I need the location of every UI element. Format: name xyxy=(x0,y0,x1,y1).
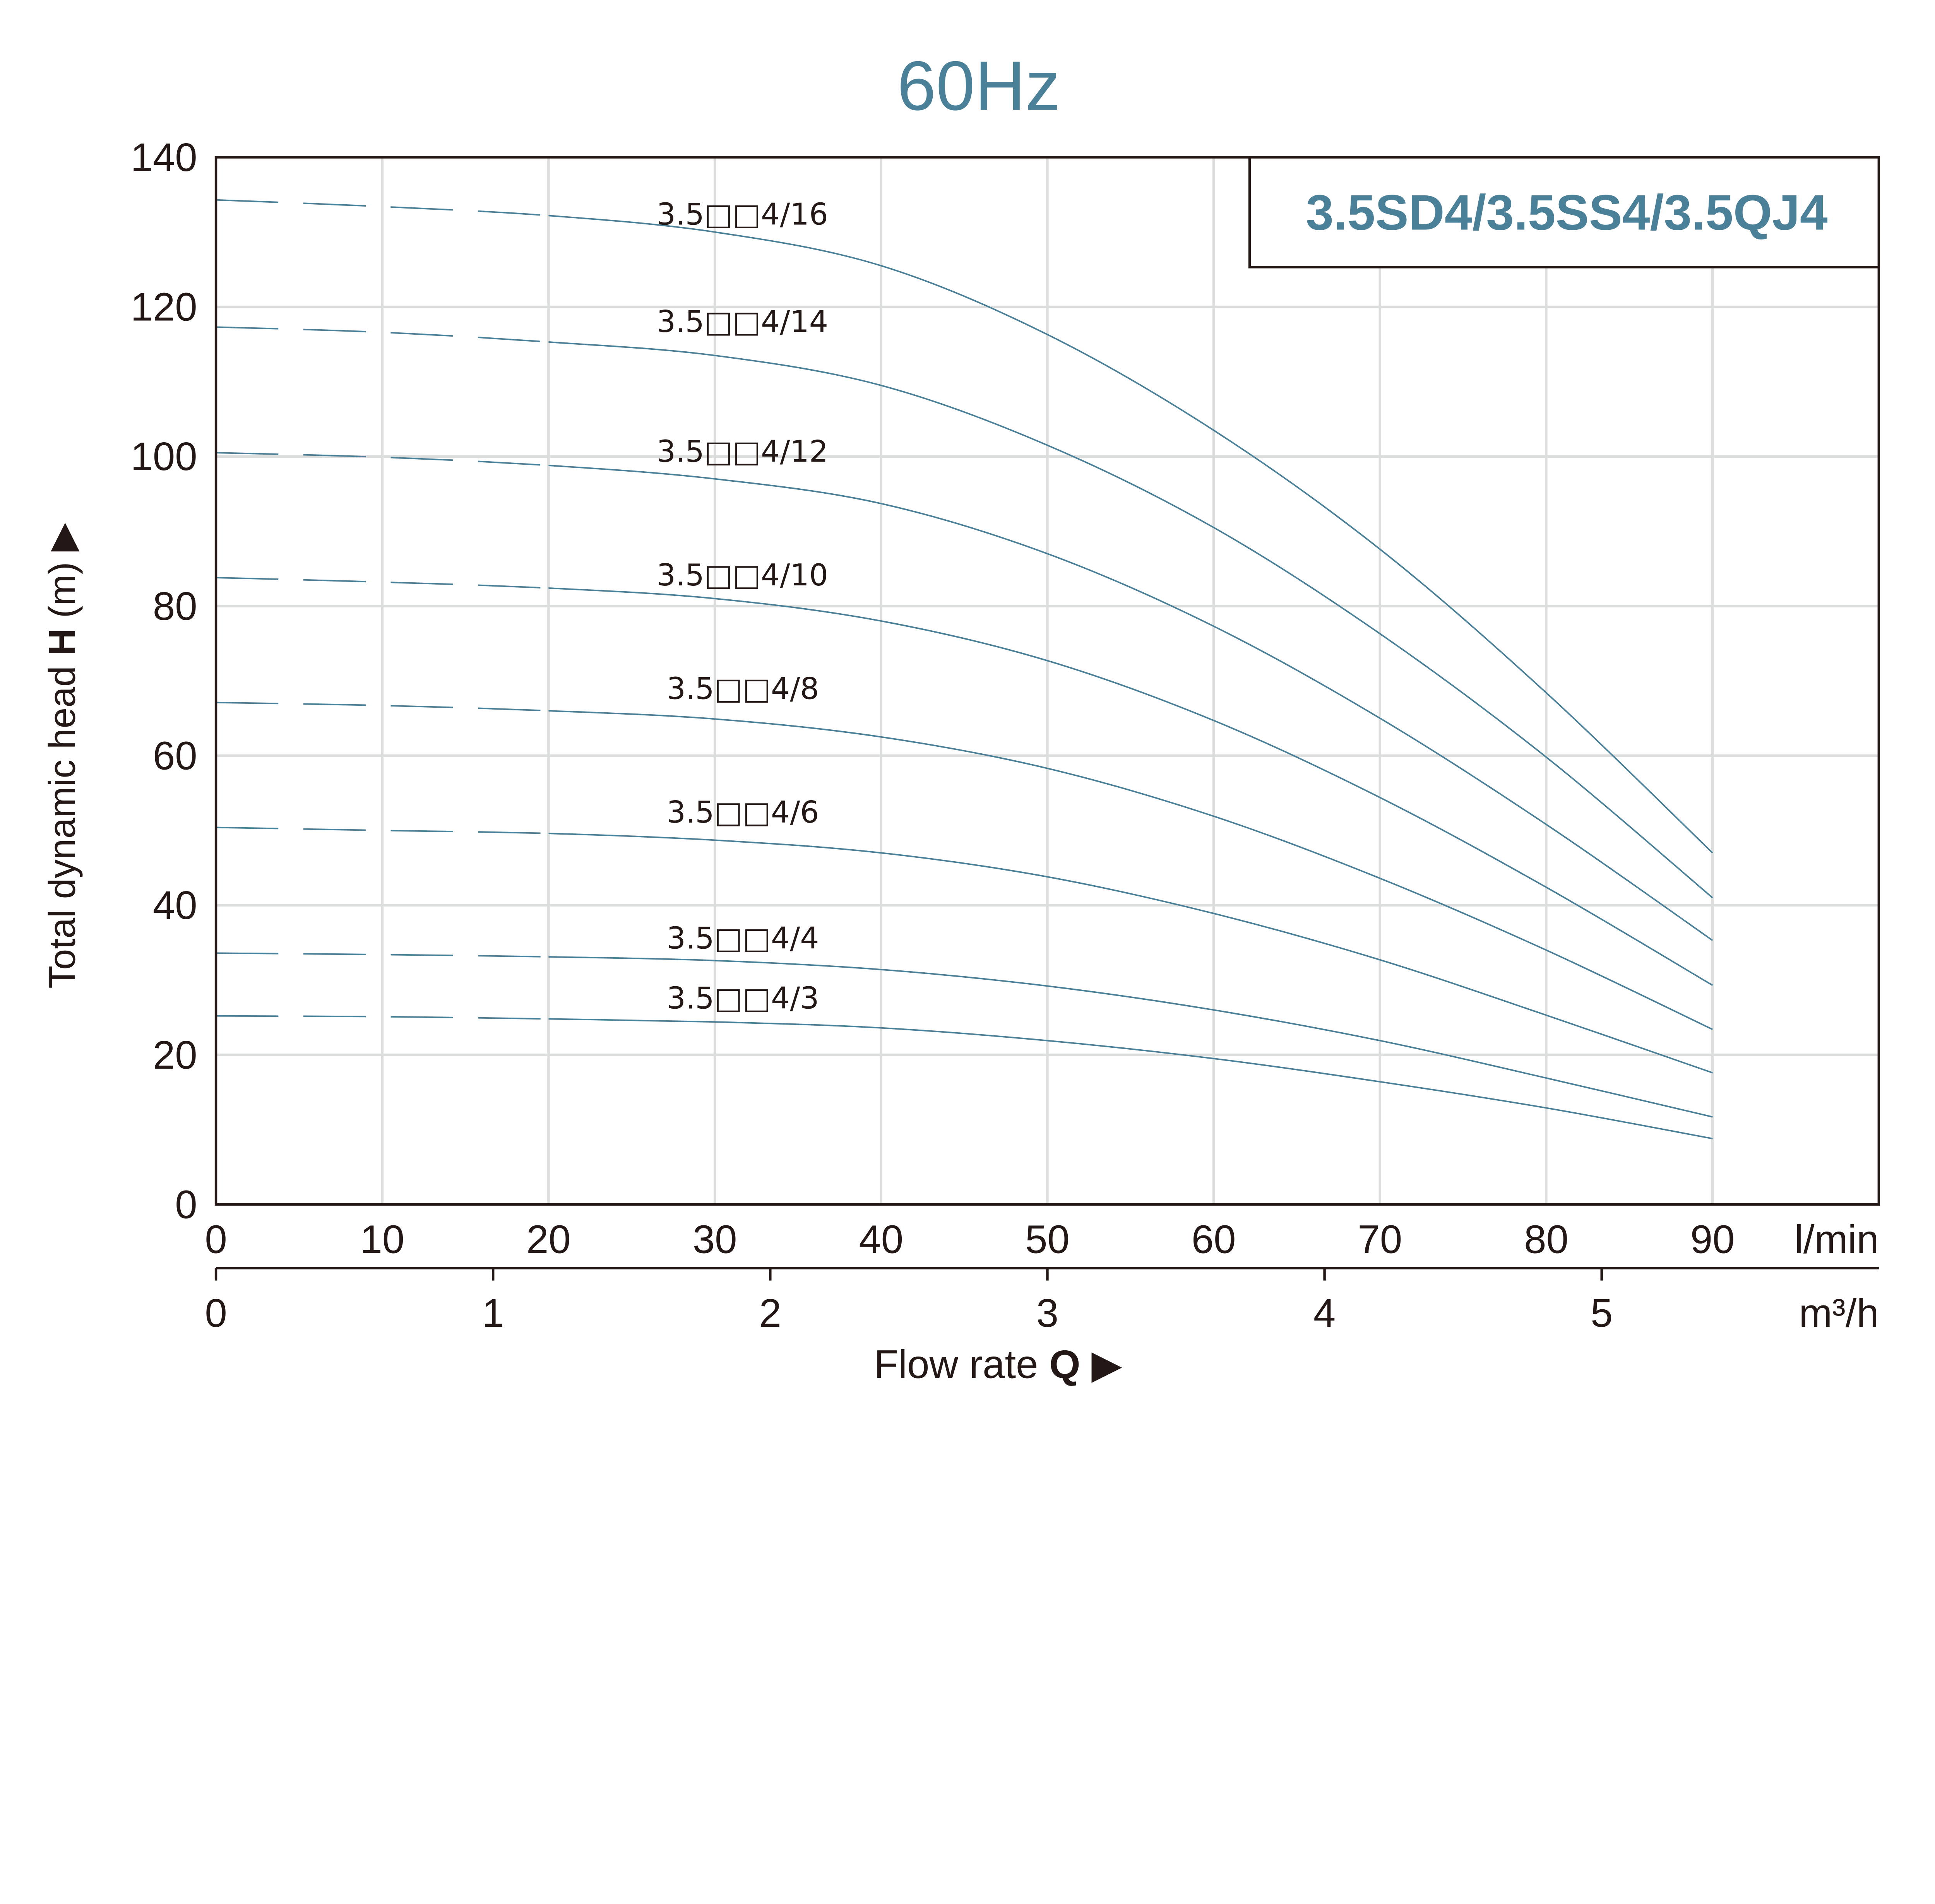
x-tick-label: 50 xyxy=(1025,1217,1070,1262)
curve-dashed xyxy=(216,199,549,217)
x-unit-label: l/min xyxy=(1795,1217,1879,1262)
x2-unit-label: m³/h xyxy=(1799,1291,1878,1335)
curve-line xyxy=(548,1018,1713,1139)
curve-dashed xyxy=(216,326,549,343)
curve-dashed xyxy=(216,1015,549,1020)
x2-tick-label: 2 xyxy=(759,1291,781,1335)
grid xyxy=(216,157,1879,1204)
curve-line xyxy=(548,464,1713,941)
curve-line xyxy=(548,833,1713,1074)
plot-frame xyxy=(214,156,1880,1206)
curve-label: 3.5□□4/14 xyxy=(657,305,828,339)
x-tick-label: 80 xyxy=(1524,1217,1569,1262)
model-box xyxy=(1248,156,1880,269)
curve-label: 3.5□□4/3 xyxy=(667,981,819,1016)
curve-label: 3.5□□4/12 xyxy=(657,435,828,469)
pump-curve-chart: 60Hz 3.5□□4/163.5□□4/143.5□□4/123.5□□4/1… xyxy=(41,47,1880,1386)
y-tick-label: 20 xyxy=(153,1033,197,1077)
curve-dashed xyxy=(216,952,549,958)
curve-label: 3.5□□4/10 xyxy=(657,558,828,593)
x-axis-label: Flow rate Q ▶ xyxy=(874,1342,1122,1386)
x-tick-label: 60 xyxy=(1192,1217,1236,1262)
curve-label: 3.5□□4/4 xyxy=(667,921,819,956)
curve-dashed xyxy=(216,577,549,589)
x-tick-label: 90 xyxy=(1690,1217,1735,1262)
x-tick-label: 30 xyxy=(693,1217,737,1262)
curve-dashed xyxy=(216,701,549,712)
y-tick-label: 120 xyxy=(130,285,197,329)
y-tick-label: 140 xyxy=(130,135,197,180)
curve-label: 3.5□□4/6 xyxy=(667,795,819,830)
curve-label: 3.5□□4/8 xyxy=(667,671,819,706)
x-tick-label: 40 xyxy=(859,1217,903,1262)
curve-line xyxy=(548,341,1713,898)
chart-title: 60Hz xyxy=(897,47,1060,125)
y-tick-label: 0 xyxy=(175,1182,197,1227)
x-tick-label: 20 xyxy=(526,1217,571,1262)
x2-tick-label: 0 xyxy=(205,1291,227,1335)
curves xyxy=(216,199,1713,1139)
curve-labels: 3.5□□4/16 3.5□□4/14 3.5□□4/12 3.5□□4/10 3.5□… xyxy=(657,197,828,1016)
x-tick-label: 70 xyxy=(1358,1217,1402,1262)
y-tick-label: 40 xyxy=(153,883,197,927)
y-tick-label: 60 xyxy=(153,733,197,778)
curve-dashed xyxy=(216,826,549,834)
curve-line xyxy=(548,956,1713,1118)
x2-tick-label: 3 xyxy=(1036,1291,1058,1335)
x2-tick-label: 4 xyxy=(1313,1291,1336,1335)
x2-tick-label: 5 xyxy=(1591,1291,1613,1335)
y-axis-label: Total dynamic head H (m) ▶ xyxy=(41,522,83,988)
curve-line xyxy=(548,587,1713,986)
x2-tick-label: 1 xyxy=(482,1291,504,1335)
y-tick-label: 80 xyxy=(153,584,197,628)
x-tick-label: 10 xyxy=(360,1217,404,1262)
curve-label: 3.5□□4/16 xyxy=(657,197,828,232)
curve-line xyxy=(548,215,1713,854)
y-tick-label: 100 xyxy=(130,434,197,479)
x-tick-label: 0 xyxy=(205,1217,227,1262)
curve-line xyxy=(548,710,1713,1030)
curve-dashed xyxy=(216,452,549,466)
model-box-text: 3.5SD4/3.5SS4/3.5QJ4 xyxy=(1306,185,1828,241)
